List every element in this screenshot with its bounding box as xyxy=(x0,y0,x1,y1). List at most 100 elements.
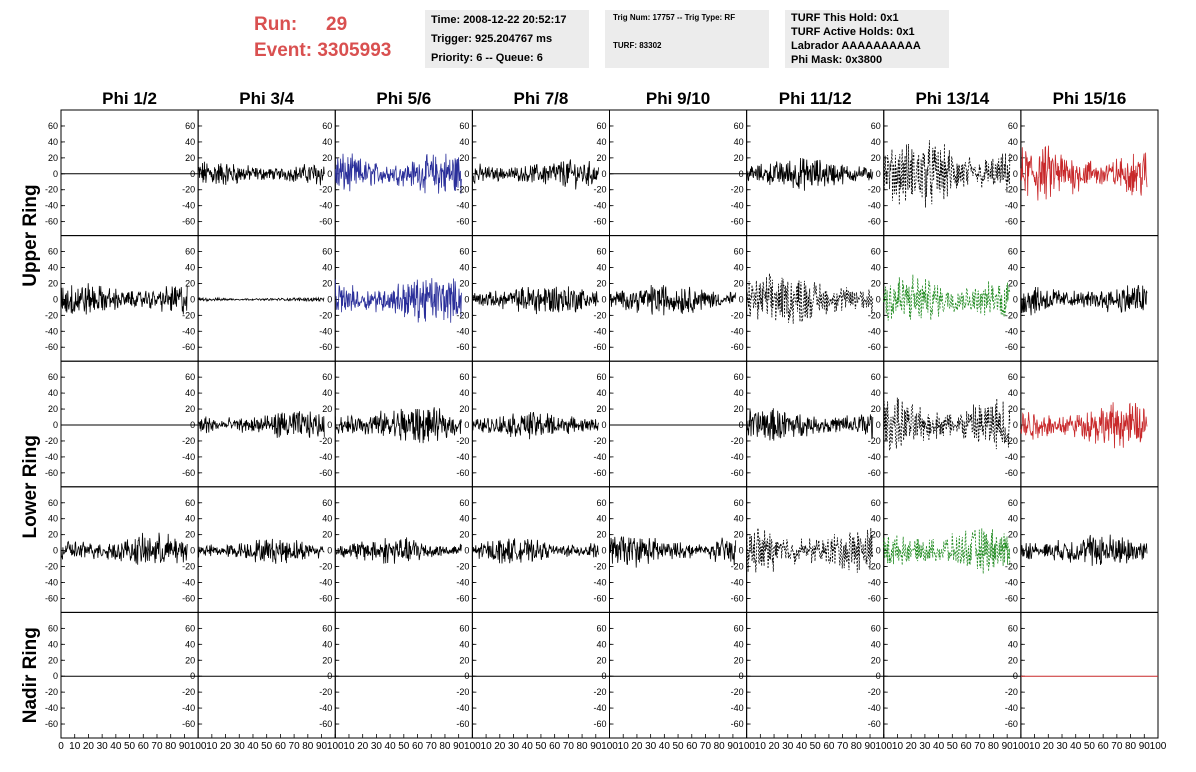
y-tick-label: 20 xyxy=(48,655,58,665)
y-tick-label: 60 xyxy=(1008,372,1018,382)
y-tick-label: -40 xyxy=(456,577,469,587)
waveform-trace xyxy=(883,274,1011,321)
y-tick-label: 0 xyxy=(464,169,469,179)
waveform-trace xyxy=(1020,285,1148,316)
x-tick-label: 40 xyxy=(522,741,534,752)
y-tick-label: -20 xyxy=(1005,687,1018,697)
y-tick-label: 60 xyxy=(871,247,881,257)
y-tick-label: -60 xyxy=(731,593,744,603)
y-tick-label: 40 xyxy=(871,639,881,649)
y-tick-label: -60 xyxy=(45,593,58,603)
y-tick-label: 0 xyxy=(739,671,744,681)
waveform-trace xyxy=(883,528,1011,574)
y-tick-label: 20 xyxy=(1008,278,1018,288)
y-tick-label: 60 xyxy=(185,623,195,633)
y-tick-label: -40 xyxy=(45,201,58,211)
panel-frame xyxy=(609,109,748,237)
y-tick-label: -20 xyxy=(868,687,881,697)
y-tick-label: 40 xyxy=(322,639,332,649)
y-tick-label: 60 xyxy=(871,121,881,131)
y-tick-label: -40 xyxy=(1005,703,1018,713)
y-tick-label: -60 xyxy=(319,217,332,227)
x-tick-label: 50 xyxy=(1084,741,1096,752)
y-tick-label: 40 xyxy=(48,137,58,147)
y-tick-label: 40 xyxy=(322,263,332,273)
waveform-trace xyxy=(472,286,599,315)
x-tick-label: 10 xyxy=(343,741,355,752)
x-tick-label: 70 xyxy=(974,741,986,752)
y-tick-label: -40 xyxy=(1005,201,1018,211)
y-tick-label: 0 xyxy=(601,169,606,179)
y-tick-label: 40 xyxy=(596,388,606,398)
waveform-trace xyxy=(197,411,325,438)
y-tick-label: -40 xyxy=(456,201,469,211)
y-tick-label: -20 xyxy=(319,562,332,572)
y-tick-label: -20 xyxy=(1005,562,1018,572)
y-tick-label: 60 xyxy=(185,372,195,382)
y-tick-label: -40 xyxy=(319,703,332,713)
column-title: Phi 1/2 xyxy=(102,89,157,108)
panel-frame xyxy=(883,109,1022,237)
x-tick-label: 100 xyxy=(327,741,344,752)
x-tick-label: 80 xyxy=(988,741,1000,752)
y-tick-label: -20 xyxy=(731,687,744,697)
ring-label: Nadir Ring xyxy=(20,627,41,723)
y-tick-label: -60 xyxy=(45,342,58,352)
y-tick-label: -60 xyxy=(182,217,195,227)
y-tick-label: -20 xyxy=(593,436,606,446)
y-tick-label: -40 xyxy=(456,703,469,713)
y-tick-label: 0 xyxy=(464,671,469,681)
y-tick-label: -60 xyxy=(456,593,469,603)
y-tick-label: 0 xyxy=(739,169,744,179)
y-tick-label: 20 xyxy=(322,530,332,540)
y-tick-label: 40 xyxy=(48,639,58,649)
y-tick-label: -60 xyxy=(456,719,469,729)
y-tick-label: 60 xyxy=(48,623,58,633)
x-tick-label: 70 xyxy=(837,741,849,752)
x-tick-label: 60 xyxy=(412,741,424,752)
y-tick-label: -60 xyxy=(182,468,195,478)
y-tick-label: -20 xyxy=(731,310,744,320)
x-tick-label: 70 xyxy=(700,741,712,752)
x-tick-label: 20 xyxy=(83,741,95,752)
x-tick-label: 40 xyxy=(385,741,397,752)
y-tick-label: 40 xyxy=(734,137,744,147)
y-tick-label: 60 xyxy=(596,372,606,382)
y-tick-label: 20 xyxy=(459,404,469,414)
panel-frame xyxy=(1020,611,1159,739)
y-tick-label: -40 xyxy=(593,703,606,713)
y-tick-label: 40 xyxy=(459,263,469,273)
ring-label: Lower Ring xyxy=(20,435,41,538)
y-tick-label: -40 xyxy=(182,452,195,462)
y-tick-label: -20 xyxy=(456,562,469,572)
y-tick-label: 60 xyxy=(596,121,606,131)
y-tick-label: 40 xyxy=(322,514,332,524)
y-tick-label: 20 xyxy=(1008,153,1018,163)
trigger-line: Trigger: 925.204767 ms xyxy=(431,33,553,45)
y-tick-label: -60 xyxy=(868,468,881,478)
y-tick-label: -20 xyxy=(45,562,58,572)
y-tick-label: 20 xyxy=(734,530,744,540)
column-title: Phi 13/14 xyxy=(915,89,989,108)
x-tick-label: 100 xyxy=(1150,741,1167,752)
y-tick-label: -20 xyxy=(456,436,469,446)
y-tick-label: -60 xyxy=(319,719,332,729)
waveform-trace xyxy=(883,397,1011,451)
y-tick-label: -40 xyxy=(319,326,332,336)
y-tick-label: 20 xyxy=(185,655,195,665)
y-tick-label: 20 xyxy=(185,404,195,414)
y-tick-label: 60 xyxy=(459,121,469,131)
y-tick-label: 60 xyxy=(596,498,606,508)
x-tick-label: 70 xyxy=(1111,741,1123,752)
y-tick-label: 60 xyxy=(322,372,332,382)
x-tick-label: 40 xyxy=(933,741,945,752)
y-tick-label: 20 xyxy=(459,655,469,665)
y-tick-label: 20 xyxy=(185,153,195,163)
panel-frame xyxy=(60,611,199,739)
x-tick-label: 20 xyxy=(906,741,918,752)
y-tick-label: -40 xyxy=(731,201,744,211)
x-tick-label: 60 xyxy=(549,741,561,752)
waveform-trace xyxy=(746,527,874,573)
y-tick-label: 40 xyxy=(734,639,744,649)
y-tick-label: 0 xyxy=(327,671,332,681)
